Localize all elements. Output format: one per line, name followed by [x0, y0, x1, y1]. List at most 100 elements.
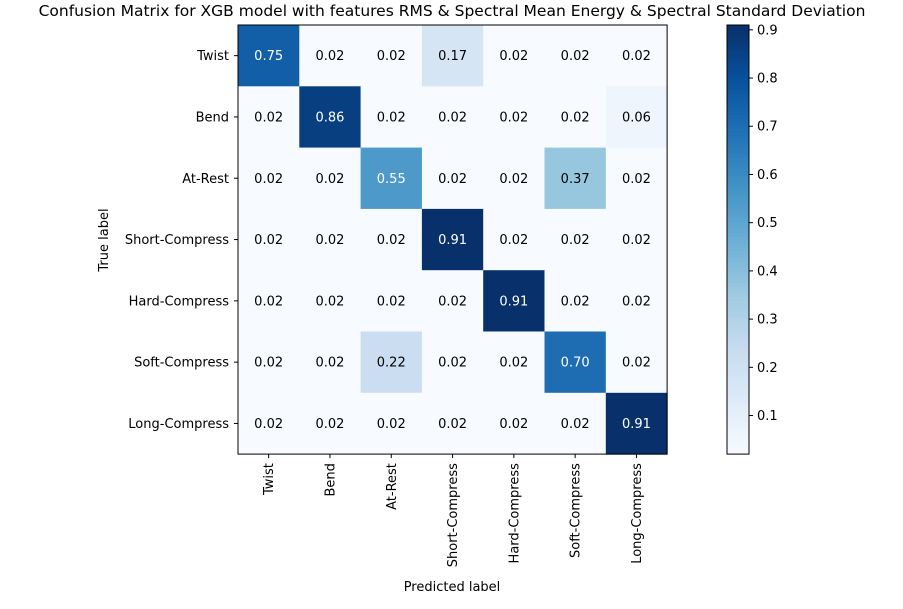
cell-value-label: 0.02 [499, 172, 528, 187]
heatmap-cells: 0.75 0.02 0.02 0.17 0.02 0.02 0.02 0.02 0.86 0.02… [238, 25, 668, 455]
heatmap-cell [299, 270, 362, 332]
cell-value-label: 0.86 [315, 110, 344, 125]
colorbar-segment [727, 404, 749, 409]
colorbar-segment [727, 46, 749, 51]
colorbar-segment [727, 432, 749, 437]
heatmap-cell [360, 86, 423, 149]
colorbar-segment [727, 50, 749, 55]
colorbar-segment [727, 439, 749, 444]
colorbar-segment [727, 153, 749, 158]
colorbar-segment [727, 39, 749, 44]
colorbar-segment [727, 375, 749, 380]
y-tick-label: Twist [196, 49, 229, 64]
cell-value-label: 0.02 [438, 294, 467, 309]
heatmap-cell [421, 86, 484, 149]
cell-value-label: 0.02 [622, 172, 651, 187]
colorbar-segment [727, 128, 749, 133]
colorbar-segment [727, 364, 749, 369]
colorbar-segment [727, 100, 749, 105]
heatmap-cell [544, 270, 607, 332]
colorbar-segment [727, 139, 749, 144]
colorbar-segment [727, 321, 749, 326]
heatmap-cell [238, 25, 300, 87]
colorbar-segment [727, 214, 749, 219]
x-axis-label: Predicted label [404, 580, 501, 595]
colorbar-segment [727, 289, 749, 294]
y-tick-label: Bend [196, 110, 229, 125]
colorbar-segment [727, 53, 749, 58]
cell-value-label: 0.02 [438, 110, 467, 125]
heatmap-cell [421, 270, 484, 332]
colorbar-segment [727, 78, 749, 83]
x-axis-ticks: Twist Bend At-Rest Short-Compress Hard-Compr… [262, 454, 645, 567]
heatmap-cell [483, 25, 545, 87]
colorbar: 0.1 0.2 0.3 0.4 0.5 0.6 0.7 0.8 0.9 [726, 23, 778, 455]
x-tick-label: At-Rest [385, 463, 400, 510]
colorbar-segment [727, 300, 749, 305]
cell-value-label: 0.91 [622, 417, 651, 432]
x-tick-label: Long-Compress [630, 463, 645, 564]
colorbar-segment [727, 250, 749, 255]
cell-value-label: 0.02 [438, 356, 467, 371]
x-tick-label: Soft-Compress [569, 463, 584, 558]
colorbar-segment [727, 150, 749, 155]
heatmap-cell [544, 25, 607, 87]
cell-value-label: 0.02 [499, 417, 528, 432]
colorbar-segment [727, 200, 749, 205]
heatmap-cell [238, 86, 300, 149]
heatmap-cell [299, 392, 362, 455]
colorbar-segment [727, 418, 749, 423]
colorbar-segment [727, 421, 749, 427]
colorbar-segment [727, 339, 749, 344]
colorbar-segment [727, 57, 749, 62]
cell-value-label: 0.55 [377, 172, 406, 187]
colorbar-segment [727, 268, 749, 273]
colorbar-segment [727, 343, 749, 348]
heatmap-cell [605, 86, 668, 149]
cell-value-label: 0.75 [254, 49, 283, 64]
colorbar-segment [727, 271, 749, 276]
cell-value-label: 0.02 [315, 233, 344, 248]
colorbar-segment [727, 225, 749, 230]
heatmap-cell [483, 86, 545, 149]
colorbar-segment [727, 407, 749, 412]
heatmap-cell [483, 270, 545, 332]
colorbar-segment [727, 203, 749, 208]
colorbar-segment [727, 307, 749, 312]
colorbar-segment [727, 368, 749, 373]
colorbar-segment [727, 182, 749, 187]
colorbar-segment [727, 436, 749, 441]
cell-value-label: 0.02 [254, 417, 283, 432]
heatmap-cell [360, 25, 423, 87]
colorbar-segment [727, 67, 749, 73]
colorbar-segment [727, 443, 749, 448]
x-tick-label: Bend [323, 463, 338, 496]
cell-value-label: 0.02 [315, 356, 344, 371]
heatmap-cell [421, 392, 484, 455]
heatmap-cell [605, 25, 668, 87]
colorbar-segment [727, 429, 749, 434]
heatmap-cell [605, 392, 668, 455]
cell-value-label: 0.06 [622, 110, 651, 125]
cell-value-label: 0.02 [438, 417, 467, 432]
chart-title: Confusion Matrix for XGB model with feat… [39, 2, 866, 20]
cell-value-label: 0.02 [622, 49, 651, 64]
colorbar-segment [727, 328, 749, 334]
heatmap-cell [483, 331, 545, 394]
colorbar-segment [727, 336, 749, 341]
colorbar-segment [727, 171, 749, 176]
colorbar-segment [727, 218, 749, 223]
cell-value-label: 0.02 [561, 294, 590, 309]
heatmap-cell [544, 392, 607, 455]
colorbar-segment [727, 185, 749, 191]
cell-value-label: 0.02 [499, 233, 528, 248]
heatmap-cell [360, 392, 423, 455]
colorbar-segment [727, 314, 749, 319]
heatmap-cell [421, 208, 484, 271]
cell-value-label: 0.02 [499, 110, 528, 125]
cell-value-label: 0.91 [438, 233, 467, 248]
colorbar-segment [727, 382, 749, 387]
colorbar-segment [727, 318, 749, 323]
heatmap-cell [238, 331, 300, 394]
colorbar-segment [727, 210, 749, 216]
